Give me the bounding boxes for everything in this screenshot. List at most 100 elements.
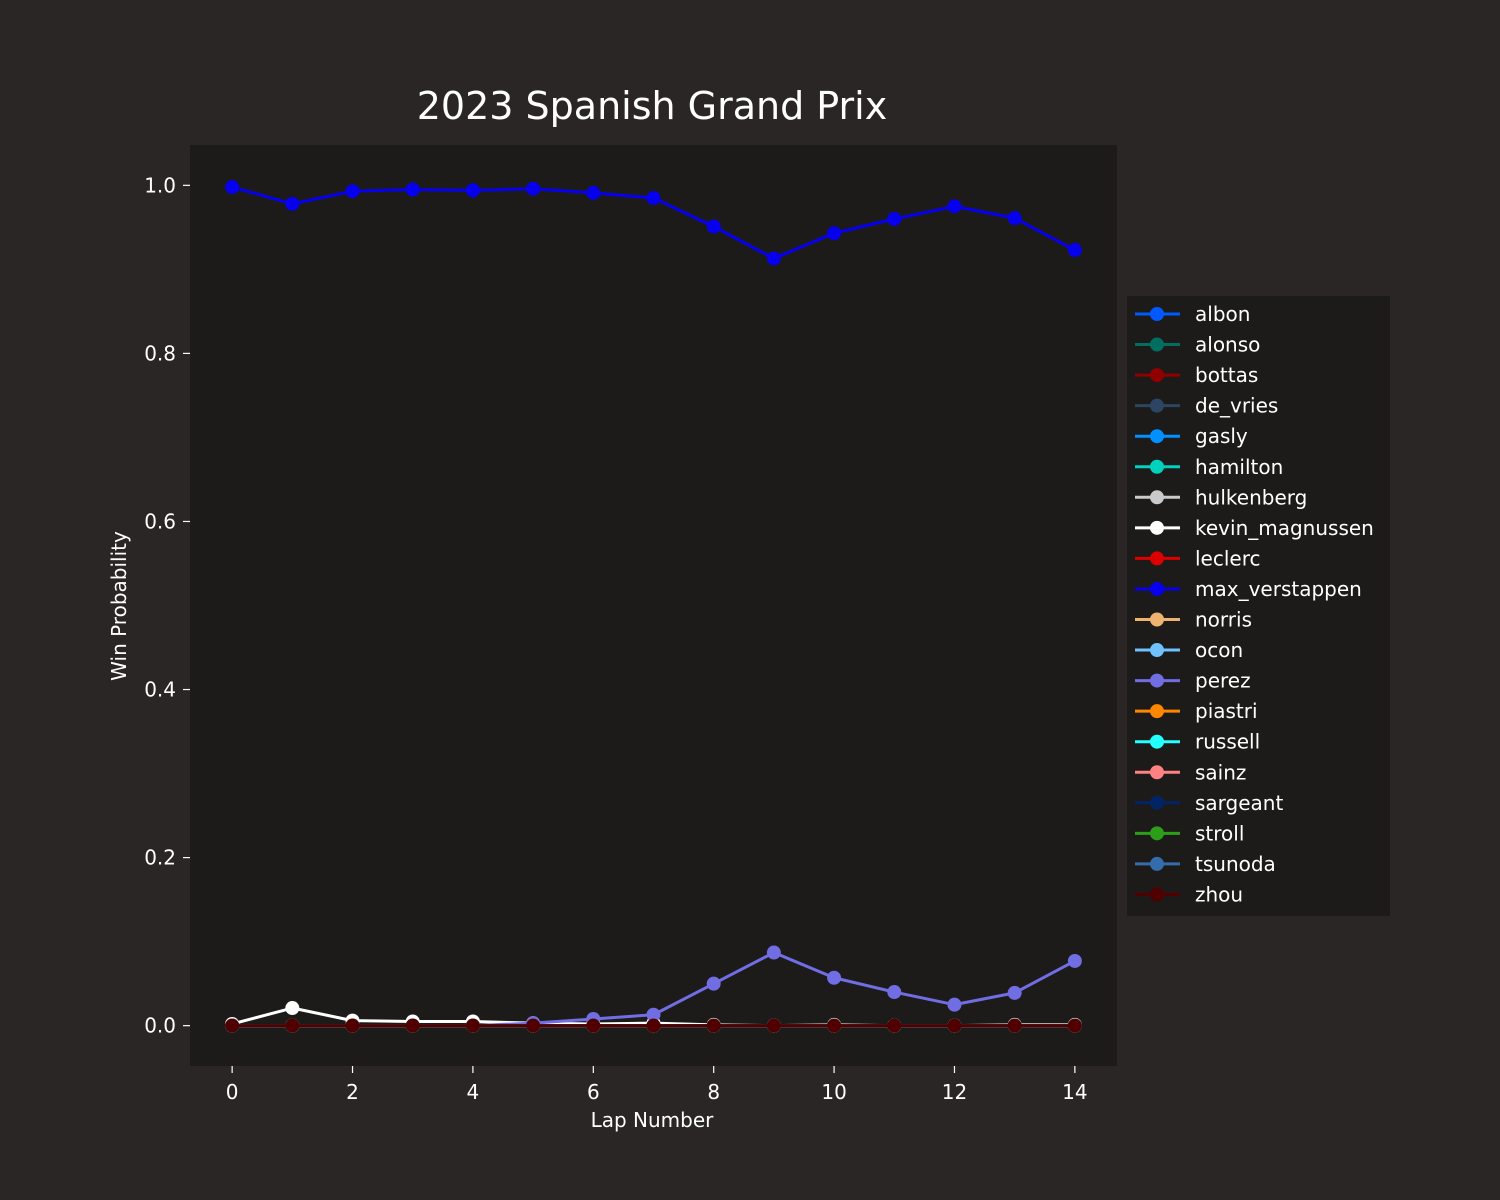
legend-label: tsunoda — [1195, 852, 1276, 876]
plot-area — [190, 145, 1117, 1066]
data-point-kevin_magnussen — [285, 1001, 300, 1016]
y-tick-label: 0.8 — [144, 341, 176, 365]
legend-key-marker — [1150, 704, 1164, 719]
data-point-zhou — [586, 1018, 601, 1033]
data-point-zhou — [766, 1018, 781, 1033]
data-point-perez — [827, 970, 842, 985]
legend-box — [1127, 296, 1390, 916]
legend-key-marker — [1150, 398, 1164, 413]
data-point-max_verstappen — [345, 184, 360, 199]
x-axis-label: Lap Number — [591, 1108, 715, 1132]
legend-key-marker — [1150, 887, 1164, 902]
data-point-max_verstappen — [465, 183, 480, 198]
y-tick-label: 0.6 — [144, 509, 176, 533]
legend-key-marker — [1150, 429, 1164, 444]
data-point-max_verstappen — [285, 196, 300, 211]
series-layer — [225, 180, 1082, 1033]
legend-key-marker — [1150, 368, 1164, 383]
legend-key-marker — [1150, 826, 1164, 841]
legend-item-albon: albon — [1135, 302, 1250, 326]
data-point-perez — [706, 976, 721, 991]
data-point-max_verstappen — [646, 190, 661, 205]
legend-key-marker — [1150, 856, 1164, 871]
data-point-zhou — [706, 1018, 721, 1033]
data-point-zhou — [646, 1018, 661, 1033]
data-point-perez — [1007, 985, 1022, 1000]
legend-item-hamilton: hamilton — [1135, 455, 1283, 479]
legend-label: zhou — [1195, 882, 1243, 906]
x-tick-label: 2 — [346, 1080, 359, 1104]
legend-label: piastri — [1195, 699, 1258, 723]
x-tick-label: 10 — [821, 1080, 846, 1104]
legend-item-ocon: ocon — [1135, 638, 1243, 662]
data-point-zhou — [405, 1018, 420, 1033]
data-point-zhou — [887, 1018, 902, 1033]
chart-title: 2023 Spanish Grand Prix — [417, 84, 887, 128]
legend-label: stroll — [1195, 821, 1244, 845]
data-point-max_verstappen — [706, 219, 721, 234]
legend-label: perez — [1195, 669, 1251, 693]
legend-label: ocon — [1195, 638, 1243, 662]
x-axis-ticks: 0 2 4 6 8 10 12 14 — [226, 1066, 1088, 1104]
legend-label: hamilton — [1195, 455, 1283, 479]
data-point-zhou — [827, 1018, 842, 1033]
data-point-zhou — [1067, 1018, 1082, 1033]
legend-label: bottas — [1195, 363, 1258, 387]
legend-label: russell — [1195, 730, 1260, 754]
y-axis-ticks: 0.0 0.2 0.4 0.6 0.8 1.0 — [144, 173, 190, 1038]
data-point-perez — [887, 985, 902, 1000]
legend-item-hulkenberg: hulkenberg — [1135, 485, 1307, 509]
data-point-max_verstappen — [405, 182, 420, 197]
data-point-zhou — [225, 1018, 240, 1033]
legend-label: de_vries — [1195, 394, 1278, 418]
y-tick-label: 0.0 — [144, 1014, 176, 1038]
legend-item-stroll: stroll — [1135, 821, 1244, 845]
legend-label: leclerc — [1195, 546, 1261, 570]
legend-key-marker — [1150, 337, 1164, 352]
y-tick-label: 0.4 — [144, 678, 176, 702]
legend-label: kevin_magnussen — [1195, 516, 1374, 540]
data-point-perez — [947, 997, 962, 1012]
x-tick-label: 14 — [1062, 1080, 1087, 1104]
legend-item-alonso: alonso — [1135, 333, 1260, 357]
x-tick-label: 4 — [467, 1080, 480, 1104]
series-max_verstappen — [225, 180, 1082, 266]
legend-key-marker — [1150, 520, 1164, 535]
legend-label: alonso — [1195, 333, 1260, 357]
legend-key-marker — [1150, 459, 1164, 474]
legend-label: sargeant — [1195, 791, 1283, 815]
x-tick-label: 6 — [587, 1080, 600, 1104]
legend-label: max_verstappen — [1195, 577, 1362, 601]
data-point-zhou — [947, 1018, 962, 1033]
legend-item-piastri: piastri — [1135, 699, 1258, 723]
legend-key-marker — [1150, 765, 1164, 780]
x-tick-label: 8 — [707, 1080, 720, 1104]
legend-label: hulkenberg — [1195, 485, 1307, 509]
data-point-perez — [1067, 953, 1082, 968]
x-tick-label: 0 — [226, 1080, 239, 1104]
legend-item-bottas: bottas — [1135, 363, 1258, 387]
legend-key-marker — [1150, 673, 1164, 688]
legend-item-perez: perez — [1135, 669, 1251, 693]
data-point-zhou — [526, 1018, 541, 1033]
legend-item-russell: russell — [1135, 730, 1260, 754]
legend-key-marker — [1150, 643, 1164, 658]
legend-item-norris: norris — [1135, 608, 1252, 632]
legend-key-marker — [1150, 612, 1164, 627]
data-point-max_verstappen — [827, 226, 842, 241]
legend-item-kevin_magnussen: kevin_magnussen — [1135, 516, 1374, 540]
legend-key-marker — [1150, 551, 1164, 566]
legend-key-marker — [1150, 795, 1164, 810]
legend-item-leclerc: leclerc — [1135, 546, 1261, 570]
legend-item-tsunoda: tsunoda — [1135, 852, 1276, 876]
legend-label: gasly — [1195, 424, 1248, 448]
data-point-zhou — [465, 1018, 480, 1033]
data-point-max_verstappen — [586, 185, 601, 200]
x-tick-label: 12 — [942, 1080, 967, 1104]
y-tick-label: 0.2 — [144, 846, 176, 870]
data-point-zhou — [285, 1018, 300, 1033]
legend-item-sargeant: sargeant — [1135, 791, 1283, 815]
